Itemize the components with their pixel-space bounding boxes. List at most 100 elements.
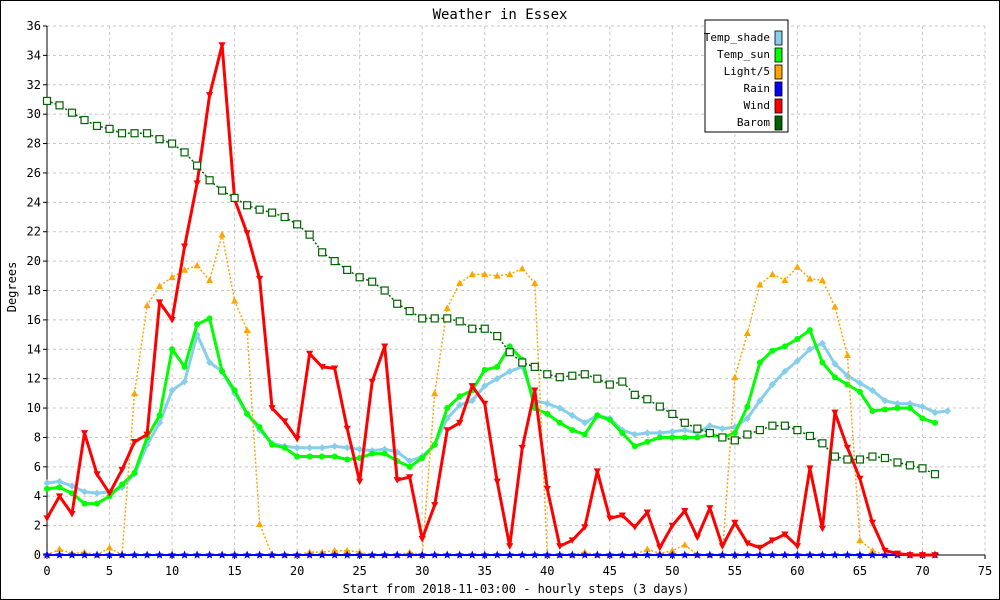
data-point bbox=[418, 314, 427, 323]
data-point bbox=[743, 414, 751, 422]
y-tick-label: 32 bbox=[27, 78, 41, 92]
data-point bbox=[331, 442, 339, 450]
data-point bbox=[918, 552, 927, 559]
data-point bbox=[593, 468, 601, 475]
data-point bbox=[706, 505, 714, 512]
x-tick-label: 5 bbox=[106, 564, 113, 578]
data-point bbox=[393, 477, 401, 484]
data-point bbox=[481, 400, 489, 408]
x-tick-label: 10 bbox=[165, 564, 179, 578]
data-point bbox=[493, 331, 502, 341]
data-point bbox=[555, 373, 564, 382]
y-tick-label: 4 bbox=[34, 489, 41, 503]
data-point bbox=[893, 458, 902, 467]
data-point bbox=[831, 360, 839, 368]
data-point bbox=[130, 129, 139, 138]
data-point bbox=[693, 534, 701, 541]
y-tick-label: 26 bbox=[27, 166, 41, 180]
data-point bbox=[80, 488, 89, 496]
data-point bbox=[805, 431, 815, 441]
data-point bbox=[718, 543, 726, 550]
data-point bbox=[906, 552, 914, 559]
data-point bbox=[531, 387, 539, 395]
y-tick-label: 20 bbox=[27, 254, 41, 268]
x-tick-label: 15 bbox=[227, 564, 241, 578]
data-point bbox=[80, 430, 89, 437]
legend-swatch bbox=[774, 115, 783, 131]
data-point bbox=[843, 351, 852, 359]
data-point bbox=[693, 429, 701, 437]
data-point bbox=[243, 230, 251, 237]
data-point bbox=[868, 386, 877, 395]
data-point bbox=[342, 550, 352, 559]
data-point bbox=[455, 317, 464, 326]
data-point bbox=[856, 536, 864, 544]
data-point bbox=[918, 464, 927, 473]
data-point bbox=[656, 544, 664, 552]
data-point bbox=[806, 327, 813, 334]
data-point bbox=[731, 519, 739, 527]
data-point bbox=[580, 370, 589, 379]
data-point bbox=[793, 550, 802, 559]
data-point bbox=[267, 550, 277, 559]
legend-swatch bbox=[774, 30, 783, 46]
legend-box bbox=[704, 19, 789, 133]
data-point bbox=[831, 409, 839, 417]
data-point bbox=[831, 303, 839, 310]
data-point bbox=[793, 425, 802, 435]
data-point bbox=[192, 550, 202, 559]
data-point bbox=[130, 438, 139, 446]
data-point bbox=[681, 508, 689, 515]
data-point bbox=[443, 314, 452, 323]
data-point bbox=[581, 431, 588, 438]
data-point bbox=[506, 543, 514, 550]
data-point bbox=[242, 550, 252, 559]
x-tick-label: 50 bbox=[665, 564, 679, 578]
data-point bbox=[369, 450, 376, 457]
data-point bbox=[180, 550, 189, 559]
data-point bbox=[431, 389, 439, 397]
data-point bbox=[818, 439, 827, 448]
data-point bbox=[705, 428, 714, 438]
data-point bbox=[643, 550, 652, 559]
data-point bbox=[318, 364, 326, 371]
data-point bbox=[231, 297, 239, 304]
data-point bbox=[643, 395, 652, 404]
data-point bbox=[631, 430, 639, 439]
data-point bbox=[568, 550, 577, 559]
legend-label: Temp_shade bbox=[704, 31, 770, 44]
series-barom bbox=[42, 96, 940, 479]
data-point bbox=[781, 276, 789, 284]
data-point bbox=[205, 550, 214, 559]
grid bbox=[47, 25, 986, 555]
data-point bbox=[444, 405, 451, 412]
series-rain bbox=[42, 550, 940, 559]
data-point bbox=[244, 410, 251, 417]
data-point bbox=[206, 315, 213, 322]
x-tick-label: 60 bbox=[790, 564, 804, 578]
data-point bbox=[868, 519, 877, 527]
data-point bbox=[680, 418, 689, 427]
data-point bbox=[780, 550, 790, 559]
data-point bbox=[593, 550, 602, 559]
data-point bbox=[167, 550, 177, 559]
data-point bbox=[92, 550, 102, 559]
data-point bbox=[130, 389, 139, 397]
data-point bbox=[780, 421, 789, 430]
data-point bbox=[105, 544, 114, 551]
data-point bbox=[255, 205, 264, 214]
data-point bbox=[493, 375, 501, 383]
data-point bbox=[518, 444, 526, 452]
data-point bbox=[631, 443, 638, 450]
data-point bbox=[518, 550, 527, 559]
data-point bbox=[881, 547, 889, 555]
data-point bbox=[217, 186, 227, 195]
data-point bbox=[730, 436, 739, 445]
data-point bbox=[243, 201, 252, 210]
data-point bbox=[481, 270, 489, 278]
data-point bbox=[794, 335, 801, 342]
data-point bbox=[319, 453, 326, 460]
data-point bbox=[681, 434, 688, 441]
data-point bbox=[605, 380, 614, 389]
data-point bbox=[67, 550, 77, 559]
